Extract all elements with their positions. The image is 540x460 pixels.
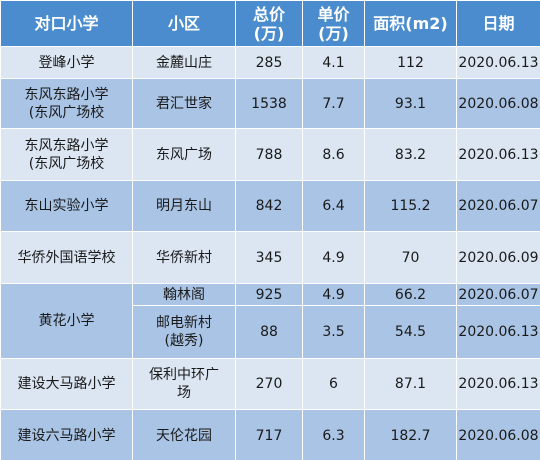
community-cell: 保利中环广 场 — [132, 358, 236, 410]
community-cell: 天伦花园 — [132, 409, 236, 460]
school-cell: 东风东路小学 (东风广场校 — [0, 78, 133, 129]
total-price-cell: 925 — [235, 283, 303, 306]
total-price-cell: 842 — [235, 180, 303, 232]
unit-price-cell: 6 — [302, 358, 365, 410]
area-cell: 115.2 — [364, 180, 457, 232]
area-cell: 66.2 — [364, 283, 457, 306]
table-row: 东风东路小学 (东风广场校 君汇世家 1538 7.7 93.1 2020.06… — [0, 78, 540, 129]
community-cell: 君汇世家 — [132, 78, 236, 129]
school-cell: 登峰小学 — [0, 46, 133, 79]
total-price-cell: 345 — [235, 231, 303, 284]
table-row: 黄花小学 翰林阁 925 4.9 66.2 2020.06.07 — [0, 283, 540, 359]
unit-price-cell: 4.9 — [302, 231, 365, 284]
school-cell: 黄花小学 — [0, 283, 133, 359]
unit-price-cell: 6.3 — [302, 409, 365, 460]
date-cell: 2020.06.09 — [456, 231, 540, 284]
header-area: 面积(m2) — [364, 0, 457, 47]
area-cell: 182.7 — [364, 409, 457, 460]
table-row: 建设大马路小学 保利中环广 场 270 6 87.1 2020.06.13 — [0, 358, 540, 410]
table-row: 建设六马路小学 天伦花园 717 6.3 182.7 2020.06.08 — [0, 409, 540, 460]
unit-price-cell: 6.4 — [302, 180, 365, 232]
total-price-cell: 285 — [235, 46, 303, 79]
total-price-cell: 88 — [235, 305, 303, 359]
unit-price-cell: 3.5 — [302, 305, 365, 359]
header-date: 日期 — [456, 0, 540, 47]
community-cell: 翰林阁 — [132, 283, 236, 306]
table-row: 东风东路小学 (东风广场校 东风广场 788 8.6 83.2 2020.06.… — [0, 128, 540, 181]
area-cell: 83.2 — [364, 128, 457, 181]
school-cell: 东风东路小学 (东风广场校 — [0, 128, 133, 181]
table-row: 华侨外国语学校 华侨新村 345 4.9 70 2020.06.09 — [0, 231, 540, 284]
unit-price-cell: 8.6 — [302, 128, 365, 181]
table-row: 登峰小学 金麓山庄 285 4.1 112 2020.06.13 — [0, 46, 540, 79]
date-cell: 2020.06.13 — [456, 46, 540, 79]
total-price-cell: 270 — [235, 358, 303, 410]
date-cell: 2020.06.07 — [456, 180, 540, 232]
table-row: 邮电新村 (越秀) 88 3.5 54.5 2020.06.13 — [1, 305, 540, 359]
area-cell: 93.1 — [364, 78, 457, 129]
date-cell: 2020.06.07 — [456, 283, 540, 306]
community-cell: 邮电新村 (越秀) — [132, 305, 236, 359]
header-row: 对口小学 小区 总价 (万) 单价 (万) 面积(m2) 日期 — [0, 0, 540, 47]
school-cell: 华侨外国语学校 — [0, 231, 133, 284]
date-cell: 2020.06.13 — [456, 358, 540, 410]
date-cell: 2020.06.13 — [456, 305, 540, 359]
date-cell: 2020.06.08 — [456, 78, 540, 129]
school-cell: 东山实验小学 — [0, 180, 133, 232]
header-community: 小区 — [132, 0, 236, 47]
area-cell: 70 — [364, 231, 457, 284]
header-unit-price: 单价 (万) — [302, 0, 365, 47]
community-cell: 东风广场 — [132, 128, 236, 181]
community-cell: 金麓山庄 — [132, 46, 236, 79]
date-cell: 2020.06.08 — [456, 409, 540, 460]
header-school: 对口小学 — [0, 0, 133, 47]
area-cell: 87.1 — [364, 358, 457, 410]
community-cell: 华侨新村 — [132, 231, 236, 284]
header-total-price: 总价 (万) — [235, 0, 303, 47]
total-price-cell: 717 — [235, 409, 303, 460]
total-price-cell: 788 — [235, 128, 303, 181]
unit-price-cell: 4.1 — [302, 46, 365, 79]
area-cell: 54.5 — [364, 305, 457, 359]
table-row: 东山实验小学 明月东山 842 6.4 115.2 2020.06.07 — [0, 180, 540, 232]
school-cell: 建设大马路小学 — [0, 358, 133, 410]
unit-price-cell: 4.9 — [302, 283, 365, 306]
school-cell: 建设六马路小学 — [0, 409, 133, 460]
community-cell: 明月东山 — [132, 180, 236, 232]
unit-price-cell: 7.7 — [302, 78, 365, 129]
total-price-cell: 1538 — [235, 78, 303, 129]
date-cell: 2020.06.13 — [456, 128, 540, 181]
area-cell: 112 — [364, 46, 457, 79]
